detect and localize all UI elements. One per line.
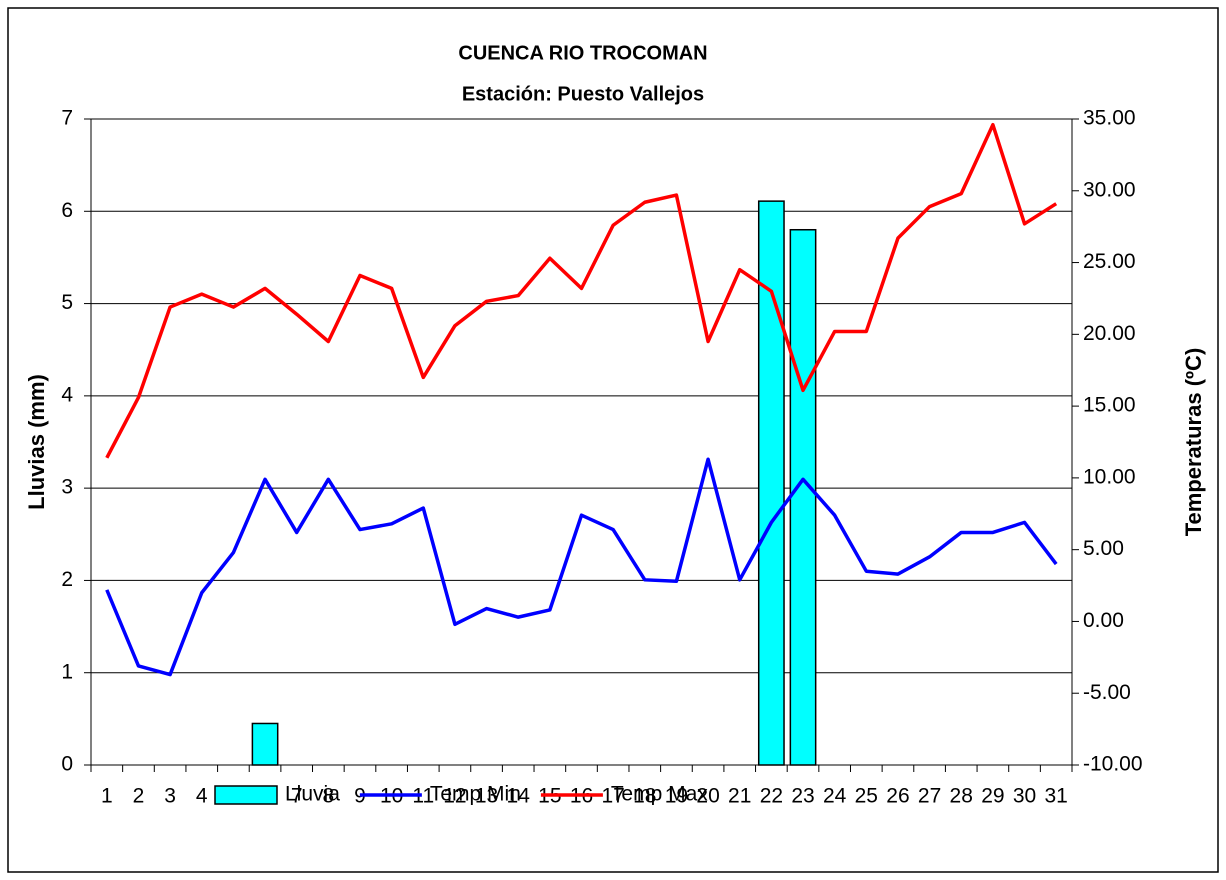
x-tick-label: 14 [507,785,531,808]
y-tick-label: 7 [61,107,73,130]
x-tick-label: 19 [665,785,688,808]
x-tick-label: 25 [855,785,878,808]
x-tick-label: 8 [322,785,334,808]
line [105,457,1058,677]
y-axis-title: Lluvias (mm) [24,374,49,510]
y-tick-label: 0 [61,753,73,776]
y2-tick-label: 25.00 [1083,250,1136,273]
y-tick-label: 3 [61,476,73,499]
line [105,122,1058,459]
y2-tick-label: 10.00 [1083,465,1136,488]
x-tick-label: 27 [918,785,941,808]
x-tick-label: 23 [791,785,814,808]
x-tick-label: 3 [164,785,176,808]
x-tick-label: 4 [196,785,208,808]
y2-tick-label: 5.00 [1083,537,1124,560]
legend-label: Temp Max [611,783,708,806]
y-tick-label: 1 [61,660,73,683]
y2-tick-label: -10.00 [1083,753,1143,776]
x-tick-label: 13 [475,785,498,808]
y2-tick-label: -5.00 [1083,681,1131,704]
chart-border [7,7,1219,873]
x-tick-label: 7 [291,785,303,808]
y2-tick-label: 30.00 [1083,178,1136,201]
x-tick-label: 26 [886,785,909,808]
x-tick-label: 31 [1044,785,1067,808]
y2-axis-title: Temperaturas (ºC) [1181,348,1206,537]
x-tick-label: 24 [823,785,847,808]
chart-title: CUENCA RIO TROCOMAN [458,42,707,64]
x-tick-label: 12 [443,785,466,808]
x-tick-label: 1 [101,785,113,808]
x-tick-label: 30 [1013,785,1036,808]
y-tick-label: 4 [61,383,73,406]
x-tick-label: 18 [633,785,656,808]
bar [251,722,279,766]
y-tick-label: 2 [61,568,73,591]
x-tick-label: 29 [981,785,1004,808]
legend-label: Temp Min [430,783,521,806]
legend-label: Lluvia [285,783,340,806]
chart-subtitle: Estación: Puesto Vallejos [462,83,704,105]
x-tick-label: 22 [760,785,783,808]
bar [789,228,817,766]
y2-tick-label: 15.00 [1083,394,1136,417]
x-tick-label: 2 [133,785,145,808]
x-tick-label: 28 [950,785,973,808]
y-tick-label: 6 [61,199,73,222]
x-tick-label: 11 [412,785,434,808]
legend-swatch [214,785,278,805]
y2-tick-label: 0.00 [1083,609,1124,632]
y2-tick-label: 35.00 [1083,107,1136,130]
x-tick-label: 17 [601,785,624,808]
x-tick-label: 20 [696,785,719,808]
x-tick-label: 21 [728,785,751,808]
y2-tick-label: 20.00 [1083,322,1136,345]
y-tick-label: 5 [61,291,73,314]
